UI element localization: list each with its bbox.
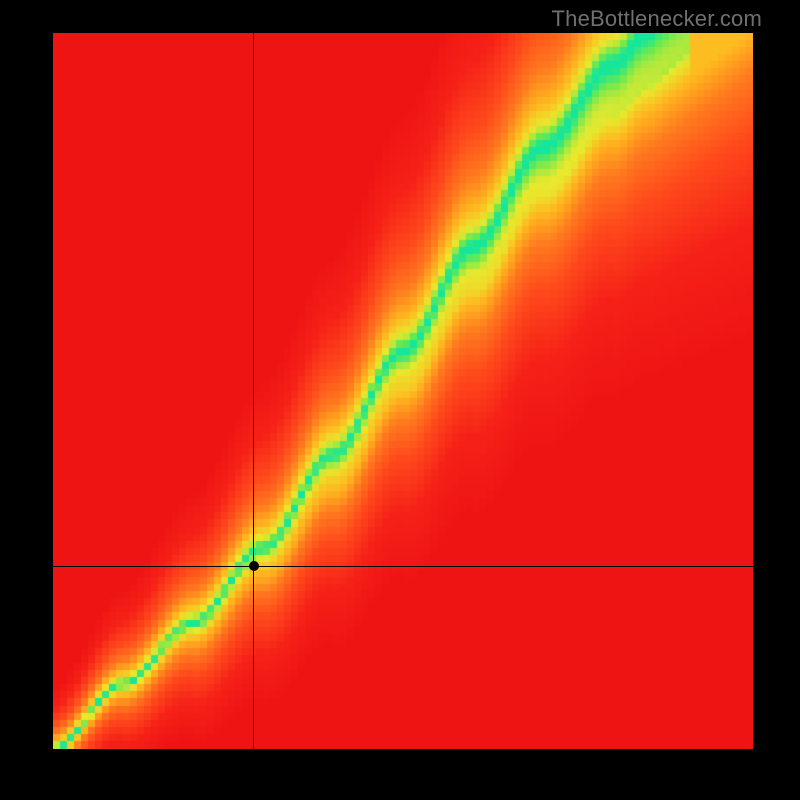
heatmap-canvas — [53, 33, 753, 749]
crosshair-marker — [249, 561, 259, 571]
crosshair-horizontal — [53, 566, 753, 567]
watermark-text: TheBottlenecker.com — [552, 6, 762, 32]
heatmap-plot — [53, 33, 753, 749]
crosshair-vertical — [253, 33, 254, 749]
